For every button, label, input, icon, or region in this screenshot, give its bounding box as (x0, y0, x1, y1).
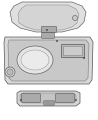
Circle shape (75, 99, 77, 101)
FancyBboxPatch shape (42, 33, 54, 38)
FancyBboxPatch shape (44, 101, 54, 105)
Polygon shape (8, 40, 89, 81)
FancyBboxPatch shape (41, 27, 57, 33)
Ellipse shape (21, 50, 49, 70)
Circle shape (83, 57, 85, 59)
Circle shape (56, 40, 58, 42)
FancyBboxPatch shape (62, 45, 84, 57)
Circle shape (73, 15, 78, 21)
FancyBboxPatch shape (56, 94, 74, 102)
FancyBboxPatch shape (22, 94, 40, 102)
FancyBboxPatch shape (64, 46, 82, 56)
Ellipse shape (17, 46, 53, 74)
Polygon shape (10, 2, 86, 32)
Polygon shape (4, 37, 93, 84)
Polygon shape (20, 93, 76, 103)
Circle shape (7, 69, 13, 75)
Circle shape (46, 29, 48, 31)
Circle shape (20, 99, 22, 101)
Polygon shape (17, 91, 80, 106)
Circle shape (5, 67, 15, 77)
Polygon shape (18, 5, 79, 30)
